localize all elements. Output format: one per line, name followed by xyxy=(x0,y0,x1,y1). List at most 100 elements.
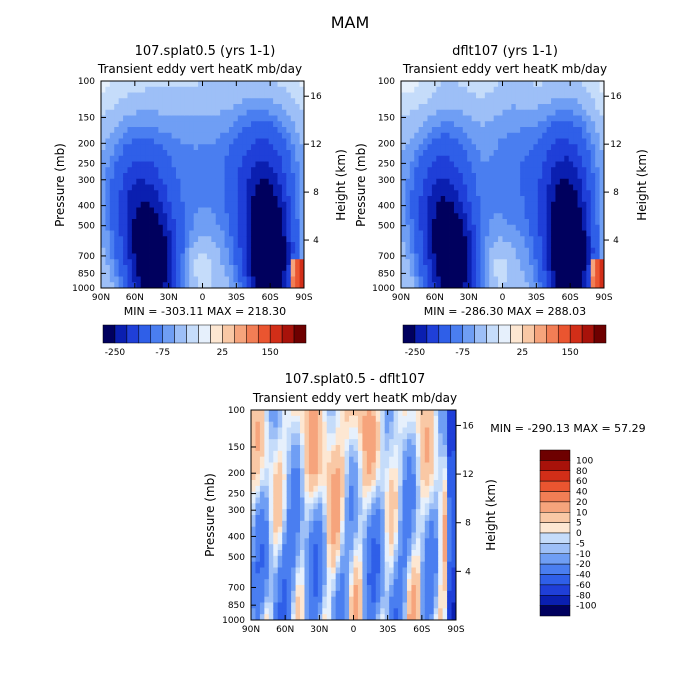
heatmap-cell xyxy=(423,184,428,191)
heatmap-cell xyxy=(564,207,570,214)
heatmap-cell xyxy=(420,480,426,487)
heatmap-cell xyxy=(237,104,243,111)
heatmap-cell xyxy=(344,468,350,475)
heatmap-cell xyxy=(176,276,181,283)
x-tick-label: 60S xyxy=(262,293,279,303)
heatmap-cell xyxy=(489,224,495,231)
heatmap-cell xyxy=(423,161,428,168)
heatmap-cell xyxy=(228,247,234,254)
heatmap-cell xyxy=(255,104,261,111)
heatmap-cell xyxy=(568,81,574,88)
heatmap-cell xyxy=(171,270,177,277)
heatmap-cell xyxy=(259,219,265,226)
heatmap-cell xyxy=(198,98,203,105)
heatmap-cell xyxy=(184,270,190,277)
heatmap-cell xyxy=(251,219,256,226)
heatmap-cell xyxy=(317,485,323,493)
heatmap-cell xyxy=(105,242,111,249)
heatmap-cell xyxy=(308,421,314,428)
heatmap-cell xyxy=(176,253,181,260)
heatmap-cell xyxy=(511,138,517,145)
heatmap-cell xyxy=(189,173,195,180)
heatmap-cell xyxy=(568,178,574,185)
heatmap-cell xyxy=(506,92,512,99)
heatmap-cell xyxy=(140,161,146,168)
heatmap-cell xyxy=(290,196,296,203)
heatmap-cell xyxy=(215,276,221,283)
heatmap-cell xyxy=(401,173,406,180)
heatmap-cell xyxy=(458,219,464,226)
heatmap-cell xyxy=(559,282,565,289)
heatmap-cell xyxy=(357,526,363,533)
heatmap-cell xyxy=(291,555,296,563)
heatmap-cell xyxy=(366,450,372,458)
heatmap-cell xyxy=(564,92,570,99)
heatmap-cell xyxy=(184,253,190,260)
heatmap-cell xyxy=(264,219,270,226)
heatmap-cell xyxy=(109,132,115,139)
heatmap-cell xyxy=(559,242,565,249)
heatmap-cell xyxy=(515,127,521,134)
heatmap-cell xyxy=(590,236,596,243)
heatmap-cell xyxy=(595,98,600,105)
heatmap-cell xyxy=(418,196,424,203)
heatmap-cell xyxy=(424,468,430,475)
heatmap-cell xyxy=(405,219,411,226)
heatmap-cell xyxy=(590,150,596,157)
heatmap-cell xyxy=(353,526,359,533)
heatmap-cell xyxy=(335,596,341,603)
colorbar-box xyxy=(234,324,247,344)
heatmap-cell xyxy=(118,247,124,254)
heatmap-cell xyxy=(127,236,133,243)
heatmap-cell xyxy=(586,196,592,203)
heatmap-cell xyxy=(251,561,256,568)
heatmap-cell xyxy=(528,144,534,151)
heatmap-cell xyxy=(198,167,203,174)
heatmap-cell xyxy=(313,567,319,574)
heatmap-cell xyxy=(542,81,548,88)
heatmap-cell xyxy=(259,433,265,440)
colorbar-box xyxy=(246,324,259,344)
heatmap-cell xyxy=(290,270,296,277)
heatmap-cell xyxy=(286,579,292,586)
heatmap-cell xyxy=(158,242,164,249)
heatmap-cell xyxy=(344,585,350,592)
heatmap-cell xyxy=(438,456,444,463)
heatmap-cell xyxy=(158,167,164,174)
heatmap-cell xyxy=(433,596,439,603)
heatmap-cell xyxy=(414,236,420,243)
heatmap-cell xyxy=(268,491,274,498)
heatmap-cell xyxy=(211,150,217,157)
heatmap-cell xyxy=(291,532,296,539)
heatmap-cell xyxy=(484,270,490,277)
heatmap-cell xyxy=(259,480,265,487)
heatmap-cell xyxy=(424,456,430,463)
heatmap-cell xyxy=(590,201,596,208)
heatmap-cell xyxy=(353,590,359,598)
heatmap-cell xyxy=(353,585,359,592)
heatmap-cell xyxy=(586,109,592,116)
heatmap-cell xyxy=(291,573,296,580)
heatmap-cell xyxy=(277,491,283,498)
heatmap-cell xyxy=(402,462,408,469)
heatmap-cell xyxy=(349,532,354,539)
heatmap-cell xyxy=(590,132,596,139)
heatmap-cell xyxy=(577,132,583,139)
heatmap-cell xyxy=(506,247,512,254)
heatmap-cell xyxy=(344,526,350,533)
heatmap-cell xyxy=(242,173,248,180)
heatmap-cell xyxy=(162,81,168,88)
heatmap-cell xyxy=(127,184,133,191)
heatmap-cell xyxy=(198,184,203,191)
heatmap-cell xyxy=(153,173,159,180)
heatmap-cell xyxy=(440,253,446,260)
heatmap-cell xyxy=(145,173,150,180)
heatmap-cell xyxy=(277,219,283,226)
heatmap-cell xyxy=(268,224,274,231)
heatmap-cell xyxy=(489,270,495,277)
heatmap-cell xyxy=(405,196,411,203)
heatmap-cell xyxy=(340,480,345,487)
heatmap-cell xyxy=(409,167,415,174)
heatmap-cell xyxy=(224,265,230,272)
heatmap-cell xyxy=(353,573,359,580)
